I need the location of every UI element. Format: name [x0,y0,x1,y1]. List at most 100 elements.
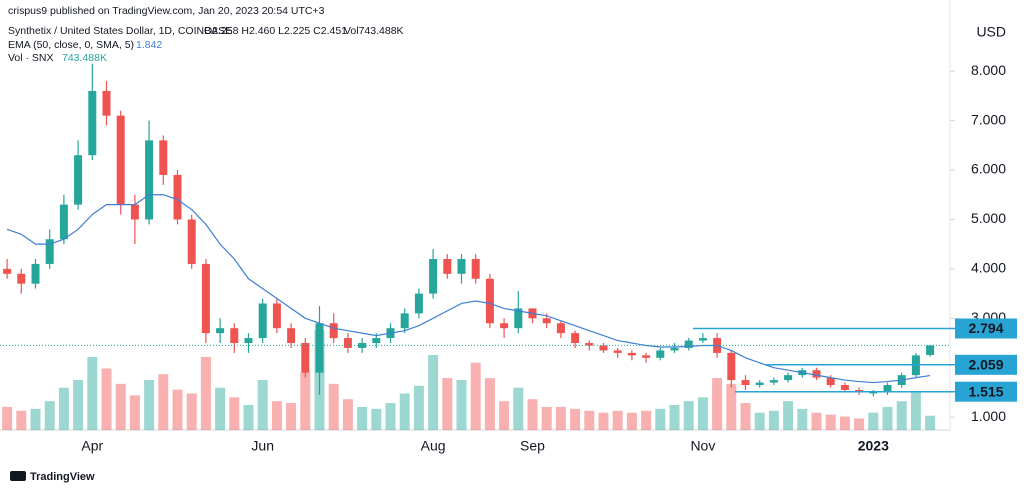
volume-bar [513,387,524,430]
volume-bar [342,399,353,430]
volume-bar [371,408,382,430]
volume-bar [712,378,723,430]
y-tick-label: 6.000 [971,161,1006,177]
candle-body [159,140,168,175]
candle-body [287,328,296,344]
candle-body [826,377,835,386]
candle-body [698,338,707,341]
volume-bar [868,412,879,430]
candle-body [329,323,338,339]
x-tick-label: 2023 [858,438,889,454]
candle-body [812,370,821,378]
candle-body [869,392,878,394]
candle-body [216,328,225,334]
volume-bar [129,395,140,430]
volume-bar [30,408,41,430]
plot [2,63,936,430]
level-box [955,381,1017,402]
candle-body [471,258,480,279]
x-tick-label: Aug [421,438,446,454]
volume-bar [442,378,453,430]
candle-body [457,258,466,274]
volume-bar [328,383,339,430]
level-box [955,354,1017,375]
candle-body [571,333,580,344]
volume-bar [300,372,311,430]
candle-body [727,352,736,381]
candle-body [343,338,352,348]
candle-body [840,385,849,390]
candle-body [130,204,139,220]
volume-bar [839,416,850,430]
candle-body [74,155,83,205]
volume-bar [797,408,808,430]
volume-bar [655,408,666,430]
ema-line [6,194,931,384]
candle-body [883,385,892,393]
candle-body [187,219,196,264]
volume-bar [669,405,680,430]
volume-bar [58,387,69,430]
volume-bar [470,362,481,430]
volume-bar [73,380,84,430]
level-box [955,318,1017,339]
volume-bar [570,408,581,430]
volume-bar [115,383,126,430]
volume-bar [44,401,55,430]
candle-body [684,340,693,348]
volume-bar [271,401,282,430]
volume-bar [541,406,552,430]
volume-bar [399,393,410,430]
volume-bar [16,410,27,430]
candle-body [585,343,594,346]
candle-body [145,140,154,220]
candle-body [414,293,423,314]
candle-body [755,382,764,386]
volume-bar [697,397,708,430]
volume-bar [825,414,836,430]
candle-body [514,308,523,329]
candle-body [926,345,935,355]
volume-bar [527,399,538,430]
ema-value: 1.842 [136,39,162,51]
volume-bar [456,380,467,430]
volume-bar [882,406,893,430]
ema-name: EMA (50, close, 0, SMA, 5) [8,39,134,51]
x-tick-label: Nov [690,438,715,454]
volume-value: 743.488K [62,52,107,64]
volume-bar [910,391,921,430]
volume-bar [768,410,779,430]
volume-text: Vol743.488K [344,25,404,37]
y-tick-label: 4.000 [971,260,1006,276]
chart-title: Synthetix / United States Dollar, 1D, CO… [8,25,232,37]
candle-body [627,352,636,356]
candle-body [244,338,253,344]
volume-bar [683,401,694,430]
candle-body [59,204,68,240]
candle-body [400,313,409,329]
level-label: 2.059 [968,357,1003,373]
volume-bar [257,380,268,430]
candle-body [358,343,367,348]
volume-bar [612,410,623,430]
candle-body [642,355,651,358]
volume-bar [229,397,240,430]
volume-bar [555,406,566,430]
volume-bar [158,374,169,430]
volume-bar [740,403,751,430]
candle-body [272,303,281,329]
volume-bar [499,401,510,430]
x-tick-label: Apr [81,438,103,454]
volume-bar [726,383,737,430]
volume-bar [87,356,98,430]
candle-body [741,380,750,386]
candle-body [102,90,111,116]
volume-bar [783,401,794,430]
volume-bar [896,401,907,430]
logo [10,471,26,481]
volume-bar [357,406,368,430]
volume-bar [186,393,197,430]
candle-body [88,90,97,156]
volume-name: Vol · SNX [8,52,54,64]
candle-body [429,258,438,294]
